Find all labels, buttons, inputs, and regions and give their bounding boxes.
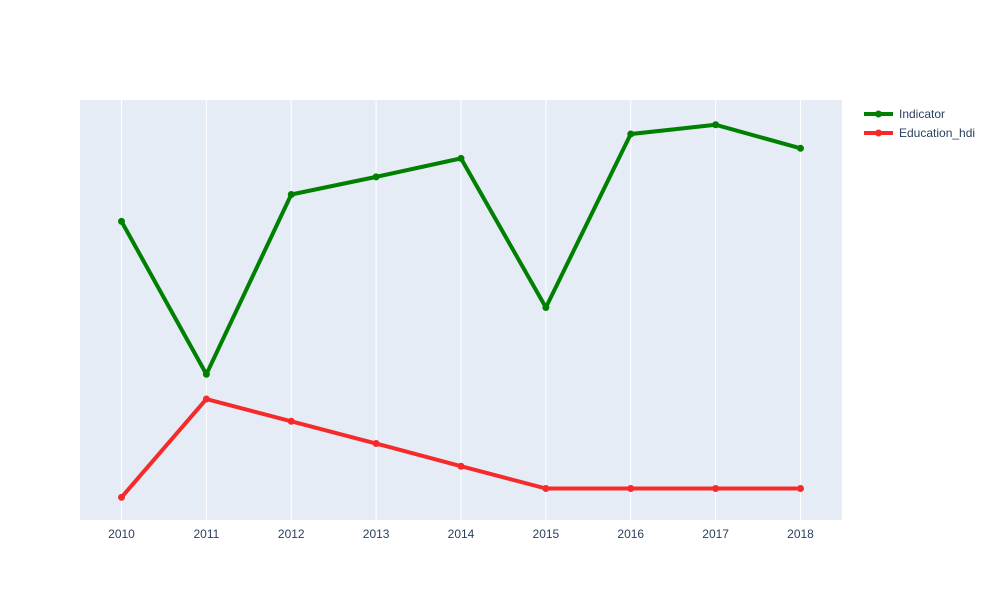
x-tick-label: 2014 [448, 527, 475, 541]
legend-item[interactable]: Indicator [864, 107, 945, 121]
x-tick-label: 2018 [787, 527, 814, 541]
data-point[interactable] [627, 485, 635, 492]
data-point[interactable] [797, 144, 804, 152]
data-point[interactable] [287, 191, 295, 198]
data-point[interactable] [797, 485, 804, 492]
data-point[interactable] [202, 370, 210, 378]
x-tick-label: 2010 [108, 527, 135, 541]
data-point[interactable] [712, 485, 720, 492]
data-point[interactable] [712, 121, 720, 129]
data-point[interactable] [627, 130, 635, 138]
legend-swatch-marker [875, 129, 882, 137]
data-point[interactable] [457, 154, 465, 162]
data-point[interactable] [202, 395, 210, 403]
legend[interactable]: Indicator Education_hdi [864, 107, 975, 140]
data-point[interactable] [457, 462, 465, 470]
x-tick-label: 2012 [278, 527, 305, 541]
series-layer [118, 121, 804, 501]
data-point[interactable] [542, 485, 550, 492]
data-point[interactable] [118, 217, 125, 225]
x-tick-label: 2017 [702, 527, 729, 541]
legend-label: Education_hdi [899, 126, 975, 140]
data-point[interactable] [118, 493, 125, 501]
x-tick-label: 2015 [533, 527, 560, 541]
legend-label: Indicator [899, 107, 945, 121]
data-point[interactable] [372, 173, 380, 181]
data-point[interactable] [372, 440, 380, 448]
series-2 [118, 395, 804, 501]
x-tick-label: 2013 [363, 527, 390, 541]
x-axis-ticks: 2010 2011 2012 2013 2014 2015 2016 2017 2018 [108, 527, 814, 541]
series-1 [118, 121, 804, 378]
x-tick-label: 2016 [617, 527, 644, 541]
data-point[interactable] [287, 417, 295, 425]
data-point[interactable] [542, 303, 550, 311]
legend-swatch-marker [875, 110, 882, 118]
x-tick-label: 2011 [193, 527, 219, 541]
legend-item[interactable]: Education_hdi [864, 126, 975, 140]
